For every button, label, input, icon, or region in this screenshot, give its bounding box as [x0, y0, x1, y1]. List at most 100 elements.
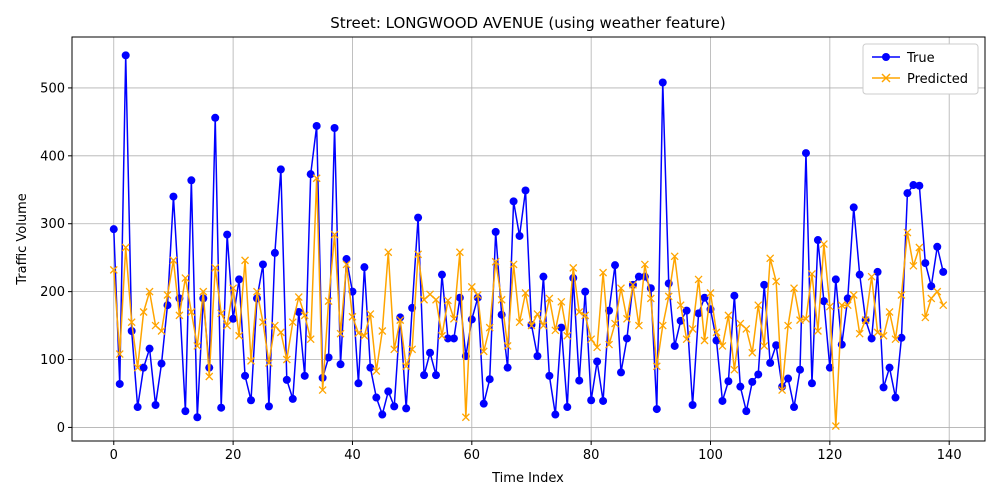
data-point-predicted: [563, 331, 572, 340]
data-point-predicted: [432, 295, 440, 304]
data-point-predicted: [819, 240, 828, 249]
data-point-true: [378, 410, 387, 419]
data-point-predicted: [634, 321, 643, 330]
data-point-predicted: [241, 256, 250, 265]
data-point-predicted: [497, 295, 506, 304]
data-point-true: [670, 341, 679, 350]
data-point-true: [139, 363, 148, 372]
data-point-true: [825, 363, 834, 372]
data-point-predicted: [670, 252, 679, 261]
data-point-predicted: [121, 243, 130, 252]
data-point-predicted: [473, 291, 482, 299]
data-point-predicted: [276, 328, 285, 337]
data-point-true: [736, 382, 745, 391]
data-point-true: [724, 377, 733, 386]
data-point-true: [927, 282, 936, 291]
data-point-predicted: [384, 248, 393, 257]
data-point-predicted: [706, 289, 715, 297]
data-point-predicted: [760, 341, 769, 350]
data-point-true: [784, 374, 793, 383]
data-point-predicted: [139, 308, 148, 316]
data-point-predicted: [694, 275, 703, 284]
data-point-true: [306, 170, 315, 179]
data-point-predicted: [796, 316, 804, 325]
data-point-predicted: [545, 294, 554, 303]
data-point-predicted: [605, 340, 614, 349]
data-point-true: [294, 307, 303, 316]
data-point-predicted: [294, 293, 303, 302]
data-point-predicted: [700, 336, 709, 345]
data-point-predicted: [282, 355, 291, 364]
data-point-true: [718, 396, 727, 405]
data-point-true: [539, 272, 548, 281]
data-point-predicted: [617, 284, 625, 293]
data-point-true: [396, 313, 405, 322]
x-tick-label: 120: [817, 448, 842, 463]
data-point-true: [217, 403, 226, 412]
data-point-true: [121, 51, 130, 60]
data-point-true: [742, 407, 751, 416]
data-point-predicted: [909, 261, 918, 270]
data-point-true: [622, 334, 631, 343]
data-point-true: [593, 357, 602, 366]
data-point-predicted: [133, 363, 142, 372]
data-point-predicted: [939, 301, 948, 310]
data-point-true: [342, 255, 351, 264]
data-point-predicted: [455, 248, 464, 257]
data-point-predicted: [485, 323, 494, 332]
data-point-predicted: [515, 318, 524, 327]
data-point-predicted: [127, 318, 136, 327]
data-point-predicted: [587, 335, 596, 344]
data-point-true: [288, 394, 297, 403]
data-point-predicted: [109, 265, 118, 274]
x-tick-label: 100: [698, 448, 723, 463]
data-point-predicted: [712, 328, 721, 337]
data-point-true: [258, 260, 267, 269]
data-point-true: [479, 399, 488, 408]
data-point-true: [402, 404, 411, 413]
series-line-true: [113, 54, 944, 418]
data-point-true: [939, 267, 948, 276]
data-point-predicted: [628, 280, 637, 289]
plot-area: [72, 37, 985, 441]
data-point-predicted: [354, 329, 363, 337]
data-point-true: [414, 213, 423, 222]
data-point-predicted: [438, 331, 446, 340]
data-point-predicted: [264, 358, 273, 367]
data-point-true: [264, 402, 273, 411]
data-point-predicted: [145, 287, 154, 296]
data-point-predicted: [730, 365, 739, 374]
data-point-predicted: [825, 302, 834, 311]
data-point-true: [312, 121, 321, 130]
data-point-predicted: [521, 289, 530, 297]
data-point-predicted: [843, 301, 852, 310]
data-point-true: [903, 189, 912, 198]
data-point-predicted: [861, 316, 870, 325]
data-point-true: [766, 358, 775, 367]
data-point-predicted: [593, 343, 602, 352]
data-point-predicted: [879, 331, 888, 340]
data-point-predicted: [784, 321, 793, 330]
data-point-predicted: [509, 260, 518, 269]
data-point-predicted: [318, 386, 327, 395]
data-point-predicted: [330, 230, 339, 239]
data-point-true: [181, 407, 190, 416]
data-point-true: [354, 379, 363, 388]
data-point-predicted: [885, 308, 894, 316]
data-point-predicted: [211, 263, 220, 272]
legend-predicted-marker: [881, 73, 891, 83]
data-point-predicted: [682, 335, 691, 344]
data-point-true: [384, 387, 393, 396]
data-point-predicted: [748, 348, 757, 357]
data-point-predicted: [831, 422, 840, 431]
y-axis-label: Traffic Volume: [15, 193, 30, 286]
data-point-true: [169, 192, 178, 201]
data-point-predicted: [461, 413, 470, 422]
data-point-true: [229, 314, 238, 323]
data-point-predicted: [199, 287, 208, 296]
data-point-true: [796, 365, 805, 374]
data-point-true: [611, 261, 620, 270]
data-point-predicted: [581, 311, 590, 320]
data-point-true: [909, 181, 918, 190]
